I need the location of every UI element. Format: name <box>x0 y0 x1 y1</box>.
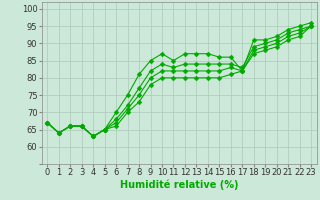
X-axis label: Humidité relative (%): Humidité relative (%) <box>120 180 238 190</box>
